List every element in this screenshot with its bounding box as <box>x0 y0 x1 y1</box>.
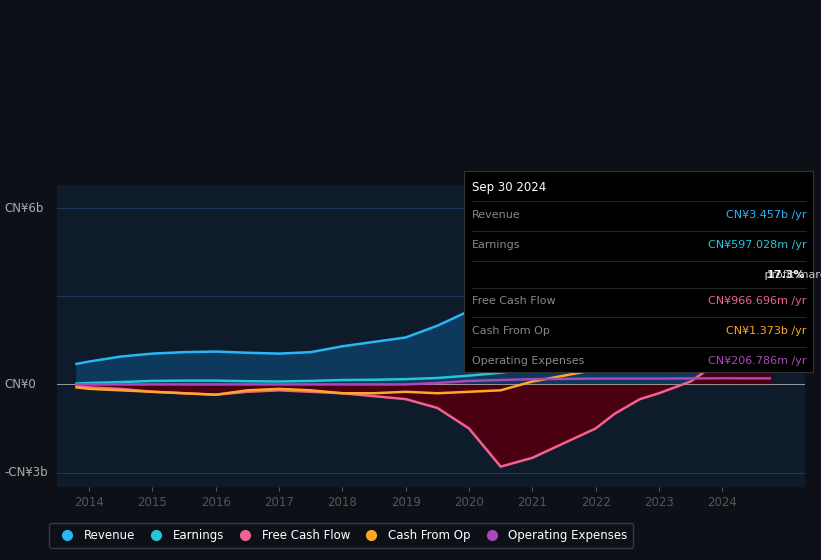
Text: Earnings: Earnings <box>472 240 521 250</box>
Text: CN¥206.786m /yr: CN¥206.786m /yr <box>708 356 806 366</box>
Text: Sep 30 2024: Sep 30 2024 <box>472 181 546 194</box>
Legend: Revenue, Earnings, Free Cash Flow, Cash From Op, Operating Expenses: Revenue, Earnings, Free Cash Flow, Cash … <box>49 523 634 548</box>
Text: Cash From Op: Cash From Op <box>472 326 550 336</box>
Text: 17.3%: 17.3% <box>767 269 805 279</box>
Text: CN¥1.373b /yr: CN¥1.373b /yr <box>726 326 806 336</box>
Text: profit margin: profit margin <box>761 269 821 279</box>
Text: CN¥966.696m /yr: CN¥966.696m /yr <box>708 296 806 306</box>
Text: Revenue: Revenue <box>472 211 521 221</box>
Text: CN¥597.028m /yr: CN¥597.028m /yr <box>708 240 806 250</box>
Text: Free Cash Flow: Free Cash Flow <box>472 296 556 306</box>
Text: CN¥6b: CN¥6b <box>4 202 44 215</box>
Text: CN¥3.457b /yr: CN¥3.457b /yr <box>726 211 806 221</box>
Text: CN¥0: CN¥0 <box>4 378 36 391</box>
Text: -CN¥3b: -CN¥3b <box>4 466 48 479</box>
Text: Operating Expenses: Operating Expenses <box>472 356 585 366</box>
